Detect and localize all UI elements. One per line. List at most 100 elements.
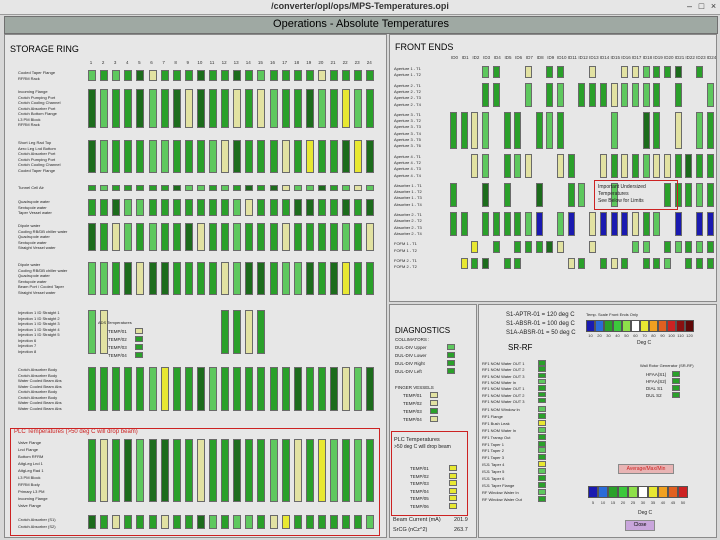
temp-cell [148,262,157,295]
row-label: Injection 1 ID Straight 1 [18,310,60,315]
temp-cell [112,199,121,216]
fe-cell [535,111,543,149]
plc-row-label: RFRM Body [18,482,40,487]
fe-column-header: ID24 [706,55,717,60]
rf-label: RF1 Flange [482,413,503,419]
temp-cell [160,89,169,128]
close-button[interactable]: Close [625,520,655,531]
temp-cell [124,70,133,81]
fe-cell [664,66,671,78]
temp-cell [112,89,121,128]
row-label: Crotch Absorber Body [18,389,58,394]
fe-cell [599,212,607,237]
fe-column-header: ID11 [567,55,577,60]
rf-scale-tick: 20 [620,500,626,505]
plc-cell [221,515,230,529]
temp-cell [317,185,326,191]
sr-rf-title: SR-RF [508,343,533,352]
temp-cell [342,199,351,216]
fe-scale-swatch [676,320,685,332]
temp-cell [317,199,326,216]
fe-cell [610,153,618,178]
temp-cell [233,199,242,216]
temp-cell [100,223,109,251]
average-max-min-button[interactable]: Average/Max/Min [618,464,674,474]
temp-cell [293,223,302,251]
fe-scale-tick: 120 [686,333,693,338]
temp-cell [196,70,205,81]
temp-cell [209,199,217,216]
temp-cell [317,89,326,128]
temp-cell [305,185,314,191]
plc-cell [160,439,169,502]
temp-cell [233,367,242,411]
maximize-button[interactable]: □ [698,1,705,11]
fe-row-label: FOFM 2 - T1 [394,257,417,263]
fe-cell [653,66,661,78]
fe-cell [492,241,500,253]
sector-number: 14 [245,60,251,65]
fe-cell [685,153,693,178]
fe-cell [599,257,607,270]
row-label: Straight Vessel water [18,245,56,250]
plc-mid-cell [449,502,457,509]
fe-cell [578,182,586,207]
temp-cell [354,140,363,173]
plc-mid-title: PLC Temperatures [394,437,440,443]
rf-scale-tick: 5 [591,500,595,505]
temp-cell [269,89,278,128]
fe-row-label: Aperture 3 - T3 [394,124,421,130]
note-line-2: Temperatures [598,191,629,197]
temp-cell [257,367,266,411]
temp-cell [136,199,145,216]
sector-number: 1 [89,60,93,65]
temp-cell [160,199,169,216]
minimize-button[interactable]: – [686,1,692,11]
collimator-label: DUL-DIV Upper [395,345,427,350]
row-label: Quadrupole water [18,199,50,204]
fe-cell [546,66,554,78]
sector-number: 11 [209,60,215,65]
rf-scale-tick: 15 [610,500,616,505]
fe-row-label: Absorber 2 - T3 [394,224,422,230]
rf-scale-tick: 50 [680,500,686,505]
fe-cell [674,153,682,178]
finger-cell [430,416,438,422]
fe-row-label: Absorber 1 - T3 [394,195,422,201]
temp-cell [281,70,290,81]
temp-cell [136,70,145,81]
fe-column-header: ID8 [536,55,544,60]
temp-cell [88,140,96,173]
row-label: Tunnel Cell Air [18,185,44,190]
plc-cell [209,439,217,502]
rf-cell [538,426,546,433]
temp-cell [184,367,193,411]
temp-cell [281,140,290,173]
window-title: /converter/opl/ops/MPS-Temperatures.opi [271,1,449,11]
row-label: Injection 1 ID Straight 2 [18,315,60,321]
temp-cell [281,262,290,295]
fe-cell [482,82,490,107]
temp-cell [172,89,181,128]
fe-column-header: ID14 [599,55,610,60]
close-window-button[interactable]: × [710,1,717,11]
rf-cell [538,447,546,454]
fe-cell [546,241,554,253]
fe-scale-swatch [685,320,694,332]
pressure-value: 263.7 [454,527,468,533]
rf-cell [538,461,546,468]
temp-cell [257,89,266,128]
temp-cell [281,223,290,251]
temp-cell [184,140,193,173]
plc-mid-label: TEMP/05 [410,496,429,501]
rf-scale-swatch [588,486,598,498]
ads-cell [135,336,143,342]
fe-row-label: Aperture 1 - T2 [394,72,421,78]
plc-cell [366,439,375,502]
fe-cell [524,66,532,78]
fe-column-header: ID19 [653,55,663,60]
temp-cell [88,70,96,81]
rf-scale-swatch [658,486,668,498]
temp-cell [305,199,314,216]
storage-ring-title: STORAGE RING [10,44,79,54]
